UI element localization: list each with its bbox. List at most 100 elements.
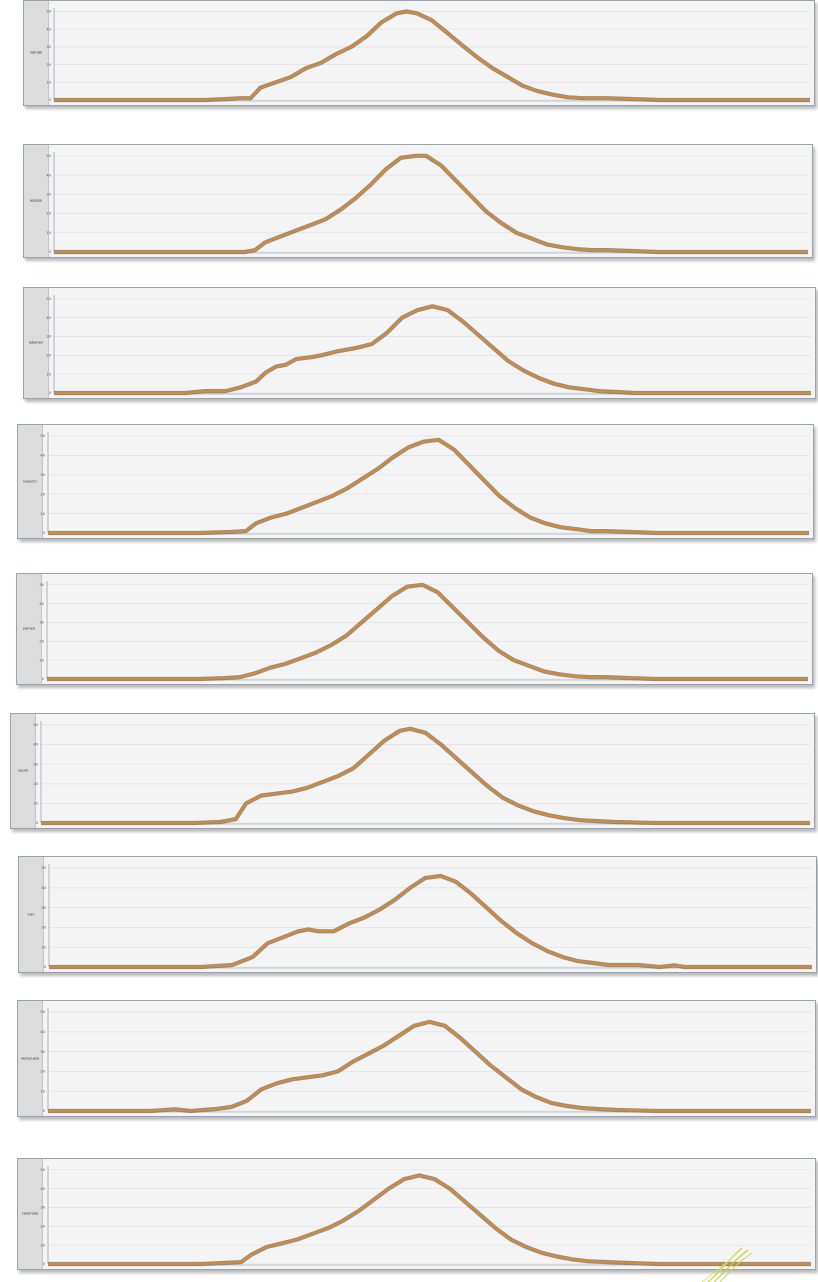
y-tick-label: 10: [39, 658, 44, 662]
y-axis-label: karachi: [23, 479, 37, 483]
series-line-shadow: [54, 153, 808, 255]
y-tick-label: 20: [33, 782, 38, 786]
y-tick-label: 10: [40, 1243, 45, 1247]
series-line-shadow: [54, 304, 811, 396]
y-tick-label: 40: [41, 886, 46, 890]
y-tick-label: 50: [40, 1168, 45, 1172]
chart-label-strip: yemen: [17, 574, 42, 684]
y-axis-label: saudi: [18, 768, 28, 773]
y-tick-label: 0: [49, 391, 52, 395]
y-axis-label: colombia: [21, 1211, 39, 1216]
y-tick-label: 40: [40, 1030, 45, 1034]
y-tick-label: 40: [40, 1187, 45, 1191]
y-tick-label: 30: [40, 1206, 45, 1210]
line-chart: 0 10 20 30 40 50: [40, 432, 809, 536]
y-tick-label: 10: [46, 231, 51, 235]
y-tick-label: 10: [40, 1089, 45, 1093]
y-axis-label: yemen: [22, 626, 36, 631]
series-line-shadow: [54, 9, 810, 103]
y-axis-label: nairobi: [29, 50, 43, 55]
y-tick-label: 40: [46, 173, 51, 177]
y-axis-label: aleppo: [29, 198, 43, 203]
y-tick-label: 20: [46, 63, 51, 67]
y-tick-label: 20: [39, 640, 44, 644]
y-axis-label: lebanon: [28, 340, 44, 345]
y-tick-label: 50: [41, 866, 46, 870]
y-tick-label: 10: [46, 372, 51, 376]
y-tick-label: 50: [39, 583, 44, 587]
line-chart: 0 10 20 30 40 50: [46, 152, 808, 255]
y-tick-label: 0: [43, 1109, 46, 1113]
y-tick-label: 40: [40, 454, 45, 458]
series-line-shadow: [49, 873, 812, 970]
chart-label-strip: iran: [19, 857, 44, 972]
y-axis-label: iran: [27, 912, 35, 916]
series-line-shadow: [48, 1019, 811, 1114]
y-tick-label: 0: [49, 250, 52, 254]
series-line-shadow: [41, 726, 810, 826]
y-tick-label: 40: [46, 316, 51, 320]
series-line: [49, 875, 812, 968]
line-chart: 0 10 20 30 40 50: [40, 1166, 811, 1266]
series-line: [47, 583, 808, 680]
y-tick-label: 20: [40, 1225, 45, 1229]
series-line: [48, 1021, 811, 1112]
y-tick-label: 20: [46, 354, 51, 358]
y-tick-label: 30: [39, 621, 44, 625]
y-tick-label: 0: [44, 965, 47, 969]
y-tick-label: 50: [46, 154, 51, 158]
chart-panel: nairobi 0 10 20 30 40 50: [23, 0, 815, 106]
chart-label-strip: karachi: [18, 425, 43, 538]
y-tick-label: 30: [46, 335, 51, 339]
y-tick-label: 30: [33, 762, 38, 766]
corner-decoration: [701, 1247, 753, 1282]
y-tick-label: 50: [46, 10, 51, 14]
y-tick-label: 0: [36, 821, 39, 825]
y-tick-label: 20: [40, 492, 45, 496]
y-tick-label: 0: [42, 677, 45, 681]
line-chart: 0 10 20 30 40 50: [41, 864, 812, 970]
y-tick-label: 30: [40, 1050, 45, 1054]
y-tick-label: 30: [46, 45, 51, 49]
y-tick-label: 0: [49, 98, 52, 102]
y-tick-label: 0: [43, 531, 46, 535]
series-line: [54, 154, 808, 253]
chart-panel: karachi 0 10 20 30 40 50: [17, 424, 814, 539]
chart-panel: iran 0 10 20 30 40 50: [18, 856, 817, 973]
chart-panel: aleppo 0 10 20 30 40 50: [23, 144, 813, 258]
y-tick-label: 30: [46, 193, 51, 197]
y-tick-label: 50: [40, 434, 45, 438]
y-tick-label: 20: [40, 1070, 45, 1074]
y-axis-label: venezuela: [20, 1056, 40, 1060]
line-chart: 0 10 20 30 40 50: [40, 1008, 811, 1114]
chart-label-strip: aleppo: [24, 145, 49, 257]
chart-panel: colombia 0 10 20 30 40 50: [17, 1158, 816, 1270]
y-tick-label: 0: [43, 1262, 46, 1266]
chart-panel: venezuela 0 10 20 30 40 50: [17, 1000, 816, 1117]
series-line-shadow: [47, 582, 808, 682]
y-tick-label: 20: [41, 926, 46, 930]
y-tick-label: 10: [40, 512, 45, 516]
chart-panel: lebanon 0 10 20 30 40 50: [23, 287, 816, 399]
series-line: [48, 1174, 811, 1265]
y-tick-label: 40: [39, 602, 44, 606]
y-tick-label: 30: [40, 473, 45, 477]
line-chart: 0 10 20 30 40 50: [46, 8, 810, 103]
y-tick-label: 10: [41, 945, 46, 949]
y-tick-label: 30: [41, 906, 46, 910]
y-tick-label: 10: [46, 81, 51, 85]
chart-label-strip: venezuela: [18, 1001, 43, 1116]
chart-panel: saudi 0 10 20 30 40 50: [10, 713, 815, 829]
line-chart: 0 10 20 30 40 50: [39, 581, 808, 682]
chart-label-strip: saudi: [11, 714, 36, 828]
y-tick-label: 40: [46, 27, 51, 31]
chart-label-strip: lebanon: [24, 288, 49, 398]
y-tick-label: 50: [46, 297, 51, 301]
series-line: [48, 438, 809, 534]
y-tick-label: 40: [33, 743, 38, 747]
series-line-shadow: [48, 437, 809, 536]
y-tick-label: 50: [40, 1010, 45, 1014]
line-chart: 0 10 20 30 40 50: [33, 721, 810, 826]
chart-label-strip: nairobi: [24, 1, 49, 105]
chart-label-strip: colombia: [18, 1159, 43, 1269]
